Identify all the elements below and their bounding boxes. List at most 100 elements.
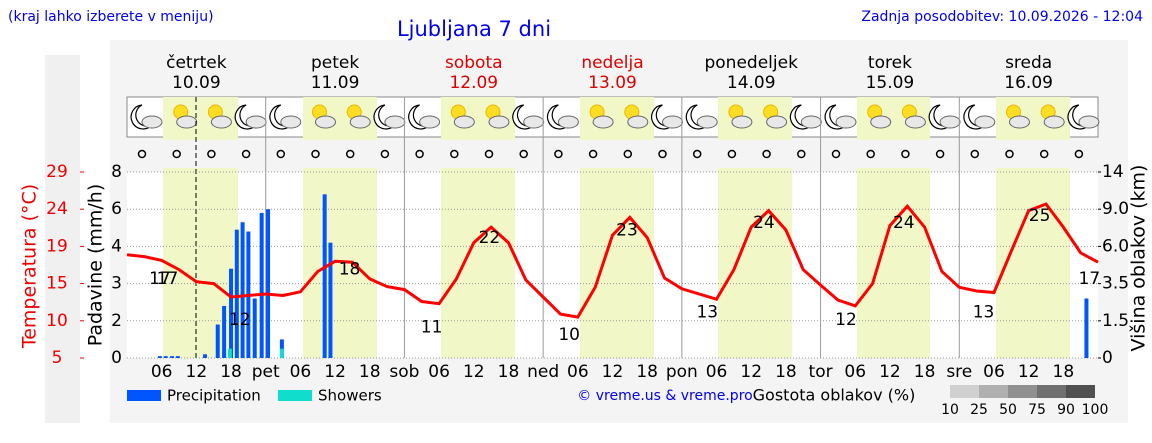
x-tick-label: 06	[151, 362, 173, 382]
day-name: torek	[868, 53, 912, 73]
temp-label: 22	[479, 228, 501, 248]
temp-label: 25	[1029, 206, 1051, 226]
day-date: 10.09	[172, 73, 221, 93]
temperature-line	[126, 202, 1099, 319]
day-date: 15.09	[866, 73, 915, 93]
day-name: nedelja	[581, 53, 643, 73]
precip-bar	[322, 194, 327, 358]
cloud-icon	[627, 115, 649, 129]
x-tick-label: sre	[946, 362, 972, 382]
temp-label: 11	[421, 317, 443, 337]
legend-label: Showers	[318, 387, 382, 405]
cloud-swatch	[1037, 385, 1066, 398]
wind-calm	[970, 149, 980, 159]
wind-calm	[380, 149, 390, 159]
x-tick-label: 18	[636, 362, 658, 382]
legend-swatch	[127, 390, 161, 401]
wind-calm	[727, 149, 737, 159]
precip-bar	[170, 356, 175, 358]
x-tick-label: 06	[844, 362, 866, 382]
x-tick-label: 12	[463, 362, 485, 382]
x-tick-label: 06	[567, 362, 589, 382]
wind-calm	[137, 149, 147, 159]
precip-bar	[240, 222, 245, 358]
x-tick-label: 18	[359, 362, 381, 382]
cloud-scale-label: 75	[1028, 402, 1046, 418]
x-tick-label: tor	[809, 362, 833, 382]
x-tick-label: 12	[324, 362, 346, 382]
wind-calm	[935, 149, 945, 159]
x-tick-label: pet	[252, 362, 280, 382]
y3-tick-label: 14	[1102, 162, 1124, 182]
cloud-icon	[349, 115, 371, 129]
temp-label: 24	[893, 213, 915, 233]
x-tick-label: sob	[389, 362, 419, 382]
y-tick-label: 0	[111, 348, 122, 368]
y2-tick-label: 29	[46, 162, 68, 182]
precip-bar	[252, 298, 257, 358]
x-tick-label: 12	[1018, 362, 1040, 382]
temp-label: 17	[1079, 269, 1101, 289]
cloud-scale-label: 25	[970, 402, 988, 418]
y-label: Padavine (mm/h)	[85, 184, 107, 347]
day-name: sreda	[1005, 53, 1052, 73]
cloud-icon	[974, 115, 996, 129]
precip-bar	[227, 348, 232, 358]
x-tick-label: pon	[666, 362, 698, 382]
cloud-swatch	[1008, 385, 1037, 398]
temp-label: 23	[616, 221, 638, 241]
cloud-scale-label: 10	[941, 402, 959, 418]
cloud-icon	[557, 115, 579, 129]
y2-tick-label: 10	[46, 311, 68, 331]
wind-calm	[172, 149, 181, 159]
temp-label: 18	[339, 260, 361, 280]
precip-bar	[266, 209, 271, 358]
cloud-icon	[904, 115, 926, 129]
y-tick-label: 6	[111, 199, 122, 219]
y2-tick-label: 15	[46, 274, 68, 294]
x-tick-label: 18	[914, 362, 936, 382]
day-date: 14.09	[727, 73, 776, 93]
cloud-swatch	[1066, 385, 1095, 398]
wind-calm	[797, 149, 806, 159]
wind-calm	[1005, 149, 1014, 159]
credit: © vreme.us & vreme.pro	[577, 388, 752, 404]
wind-calm	[345, 149, 355, 159]
temp-label: 24	[753, 213, 775, 233]
cloud-icon	[488, 115, 510, 129]
x-tick-label: 06	[290, 362, 312, 382]
cloud-icon	[384, 115, 406, 129]
daylight	[163, 97, 238, 358]
wind-calm	[1074, 149, 1084, 159]
precip-bar	[328, 242, 333, 358]
y-tick-label: 4	[111, 236, 122, 256]
x-tick-label: 18	[220, 362, 242, 382]
temp-label: 12	[835, 310, 857, 330]
cloud-icon	[731, 115, 753, 129]
wind-calm	[866, 149, 875, 159]
y2-tick-label: 19	[46, 236, 68, 256]
cloud-icon	[523, 115, 545, 129]
wind-calm	[623, 149, 633, 159]
cloud-icon	[315, 115, 336, 129]
precip-bar	[175, 356, 180, 358]
wind-calm	[276, 149, 286, 159]
day-name: ponedeljek	[704, 53, 798, 73]
wind-calm	[415, 149, 424, 159]
legend-label: Precipitation	[167, 387, 261, 405]
y3-tick-label: 1.5	[1102, 311, 1129, 331]
cloud-icon	[766, 115, 788, 129]
wind-calm	[554, 149, 563, 159]
cloud-scale-label: 90	[1057, 402, 1075, 418]
wind-calm	[831, 149, 841, 159]
y2-tick-label: 5	[52, 348, 63, 368]
wind-calm	[207, 149, 216, 159]
x-tick-label: 06	[706, 362, 728, 382]
day-name: petek	[311, 53, 359, 73]
cloud-icon	[870, 115, 892, 129]
precip-bar	[1084, 298, 1089, 358]
precip-bar	[259, 212, 264, 358]
precip-bar	[229, 268, 234, 358]
wind-calm	[450, 149, 459, 159]
